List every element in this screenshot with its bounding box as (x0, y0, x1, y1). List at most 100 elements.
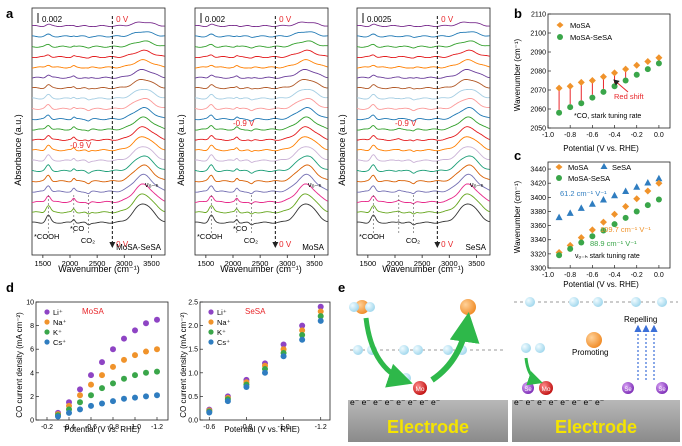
panel-c-ylabel: Wavenumber (cm⁻¹) (513, 180, 522, 253)
annotation-co2: CO₂ (81, 236, 95, 245)
data-point (317, 317, 324, 324)
spectrum-trace (195, 116, 328, 132)
legend-marker (208, 339, 214, 345)
legend-marker (208, 319, 214, 325)
spectra-frame (31, 7, 166, 256)
spectrum-trace (31, 193, 165, 215)
annotation-co: *CO (70, 224, 84, 233)
annotation-cooh: *COOH (359, 232, 384, 241)
data-point (110, 398, 116, 405)
x-tick-label: -0.4 (63, 424, 75, 431)
water-mol-6 (413, 345, 423, 355)
data-point (143, 320, 149, 327)
spectrum-trace (194, 59, 328, 69)
data-point (622, 187, 630, 194)
x-tick-label: -1.2 (151, 424, 163, 431)
data-point (566, 209, 574, 216)
data-point (589, 233, 596, 240)
y-tick-label: 10 (26, 300, 34, 307)
panel-d-xlabel-2: Potential (V vs. RHE) (224, 425, 300, 434)
spectrum-trace (31, 126, 165, 142)
panel-a-spectra: 0.002 0 V -0.9 V 0 V *COOH *CO CO₂ νₒ₋ₕ MoSA-SeS… (31, 7, 491, 268)
data-point (299, 336, 306, 343)
data-point (88, 392, 94, 399)
spectrum-trace (32, 88, 165, 101)
spectrum-trace (356, 164, 490, 185)
spectrum-trace (356, 107, 490, 122)
y-tick-label: 0.0 (188, 418, 198, 425)
spectrum-trace (194, 164, 328, 185)
legend-label: K⁺ (217, 328, 226, 337)
x-tick-label: -0.8 (240, 424, 252, 431)
annotation-cooh: *COOH (34, 232, 59, 241)
x-tick-label: 1500 (35, 259, 52, 268)
data-point (655, 174, 663, 182)
data-point (589, 94, 596, 101)
spectrum-trace (194, 183, 328, 205)
spectrum-trace (31, 59, 165, 69)
data-point (578, 239, 585, 246)
electrode-left-label: Electrode (387, 417, 469, 437)
spectrum-trace (32, 116, 165, 132)
mo-label-right: Mo (541, 386, 550, 393)
legend-marker-mosasesa (557, 34, 563, 40)
panel-a-ylabel-2: Absorbance (a.u.) (176, 114, 186, 186)
panel-c-legend-2: SeSA (612, 163, 631, 172)
y-tick-label: 3380 (530, 209, 546, 216)
panel-d-ylabel-1: CO current density (mA cm⁻²) (15, 312, 24, 418)
data-point (317, 308, 324, 315)
y-tick-label: 0.5 (188, 394, 198, 401)
data-point (600, 88, 607, 95)
data-point (110, 346, 116, 353)
data-point (577, 78, 585, 86)
spectrum-trace (31, 79, 165, 90)
data-point (644, 202, 651, 209)
plot-frame (199, 301, 331, 421)
data-point (110, 363, 116, 370)
data-point (299, 327, 306, 334)
panel-c-note: νₒ₋ₕ stark tuning rate (575, 253, 640, 260)
data-point (154, 392, 160, 399)
spectrum-trace (194, 68, 328, 79)
spectrum-trace (357, 88, 490, 101)
panel-c-chart: -1.0 -0.8 -0.6 -0.4 -0.2 0.0 3300 3320 3340 3360 3… (530, 161, 671, 279)
y-tick-label: 3340 (530, 237, 546, 244)
electrons-left: e⁻ e⁻ e⁻ e⁻ e⁻ e⁻ e⁻ e⁻ (350, 397, 441, 407)
legend-label: Li⁺ (53, 308, 63, 317)
x-tick-label: 2500 (89, 259, 106, 268)
y-tick-label: 3400 (530, 195, 546, 202)
annotation-voh: νₒ₋ₕ (470, 180, 484, 189)
spectrum-trace (356, 31, 490, 38)
y-tick-label: 8 (30, 323, 34, 330)
data-point (599, 218, 607, 226)
panel-b-chart: -1.0 -0.8 -0.6 -0.4 -0.2 0.0 2050 2060 2070 2080 2… (530, 12, 671, 139)
x-tick-label: 1500 (198, 259, 215, 268)
panel-d-title-1: MoSA (82, 307, 104, 316)
desorb-arrow-left (430, 312, 480, 383)
x-tick-label: 2500 (252, 259, 269, 268)
data-point (611, 221, 618, 228)
legend-label: Na⁺ (53, 318, 67, 327)
potential-top: 0 V (279, 15, 292, 24)
data-point (262, 369, 268, 376)
data-point (567, 245, 574, 252)
data-point (99, 400, 105, 407)
data-point (154, 316, 160, 323)
data-point (66, 409, 72, 416)
panel-b-red-shift: Red shift (614, 92, 645, 101)
spectrum-trace (356, 49, 490, 59)
data-point (655, 60, 662, 67)
panel-c-rate-2: 109.7 cm⁻¹ V⁻¹ (600, 225, 651, 234)
annotation-voh: νₒ₋ₕ (145, 180, 159, 189)
electrode-left (348, 400, 508, 442)
legend-marker (44, 319, 50, 325)
water-mol-r5 (657, 297, 667, 307)
data-point (77, 392, 83, 399)
spectrum-trace (356, 126, 490, 142)
y-tick-label: 2080 (530, 69, 546, 76)
legend-marker (44, 329, 50, 335)
data-point (99, 385, 105, 392)
panel-c-xlabel: Potential (V vs. RHE) (563, 280, 639, 289)
y-tick-label: 1.5 (188, 347, 198, 354)
spectrum-trace (31, 136, 165, 152)
